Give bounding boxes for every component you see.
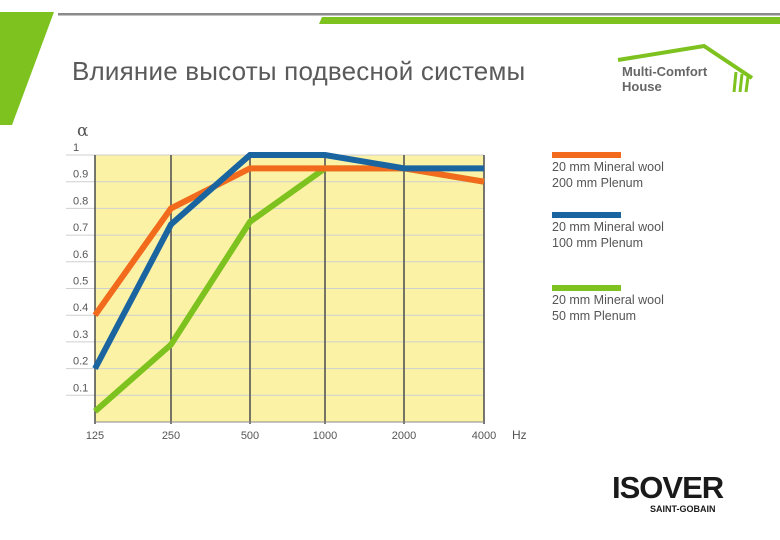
x-tick-label: 125 <box>86 430 104 442</box>
x-tick-label: 2000 <box>392 430 416 442</box>
legend-line-2: 50 mm Plenum <box>552 309 637 323</box>
y-tick-label: 0.4 <box>73 302 88 314</box>
logo-line-1: Multi-Comfort <box>622 64 708 79</box>
legend-swatch <box>552 152 621 158</box>
y-tick-label: 0.9 <box>73 169 88 181</box>
x-axis-label: Hz <box>512 428 527 442</box>
y-tick-label: 0.2 <box>73 356 88 368</box>
y-axis-label: α <box>77 121 89 141</box>
y-tick-label: 0.5 <box>73 276 88 288</box>
x-tick-label: 1000 <box>313 430 337 442</box>
legend-item-50mm: 20 mm Mineral wool 50 mm Plenum <box>552 285 664 324</box>
multi-comfort-text: Multi-Comfort House <box>622 64 707 94</box>
legend-swatch <box>552 285 621 291</box>
y-tick-label: 0.1 <box>73 382 88 394</box>
x-tick-label: 250 <box>162 430 180 442</box>
legend-line-2: 100 mm Plenum <box>552 236 644 250</box>
saint-gobain-text: SAINT-GOBAIN <box>650 504 716 514</box>
legend-line-2: 200 mm Plenum <box>552 176 644 190</box>
isover-text: ISOVER <box>612 470 724 505</box>
roof-icon <box>617 44 754 93</box>
y-tick-label: 1 <box>73 142 79 154</box>
y-tick-label: 0.6 <box>73 249 88 261</box>
y-tick-label: 0.8 <box>73 195 88 207</box>
legend-label: 20 mm Mineral wool 200 mm Plenum <box>552 159 664 191</box>
legend-line-1: 20 mm Mineral wool <box>552 220 664 234</box>
legend-label: 20 mm Mineral wool 50 mm Plenum <box>552 292 664 324</box>
isover-wordmark: ISOVER <box>612 470 724 506</box>
legend-item-100mm: 20 mm Mineral wool 100 mm Plenum <box>552 212 664 251</box>
y-tick-label: 0.3 <box>73 329 88 341</box>
logo-line-2: House <box>622 79 662 94</box>
legend-item-200mm: 20 mm Mineral wool 200 mm Plenum <box>552 152 664 191</box>
y-tick-label: 0.7 <box>73 222 88 234</box>
header-green-bar <box>319 17 780 24</box>
legend-swatch <box>552 212 621 218</box>
legend-label: 20 mm Mineral wool 100 mm Plenum <box>552 219 664 251</box>
header-gray-line <box>58 13 780 16</box>
page-title: Влияние высоты подвесной системы <box>72 56 526 86</box>
x-tick-label: 4000 <box>472 430 496 442</box>
isover-logo: ISOVER SAINT-GOBAIN <box>612 470 742 520</box>
series-line-1 <box>92 152 484 370</box>
multi-comfort-house-logo: Multi-Comfort House <box>612 44 762 100</box>
legend-line-1: 20 mm Mineral wool <box>552 160 664 174</box>
x-tick-label: 500 <box>241 430 259 442</box>
header-green-slant <box>0 12 54 125</box>
legend-line-1: 20 mm Mineral wool <box>552 293 664 307</box>
